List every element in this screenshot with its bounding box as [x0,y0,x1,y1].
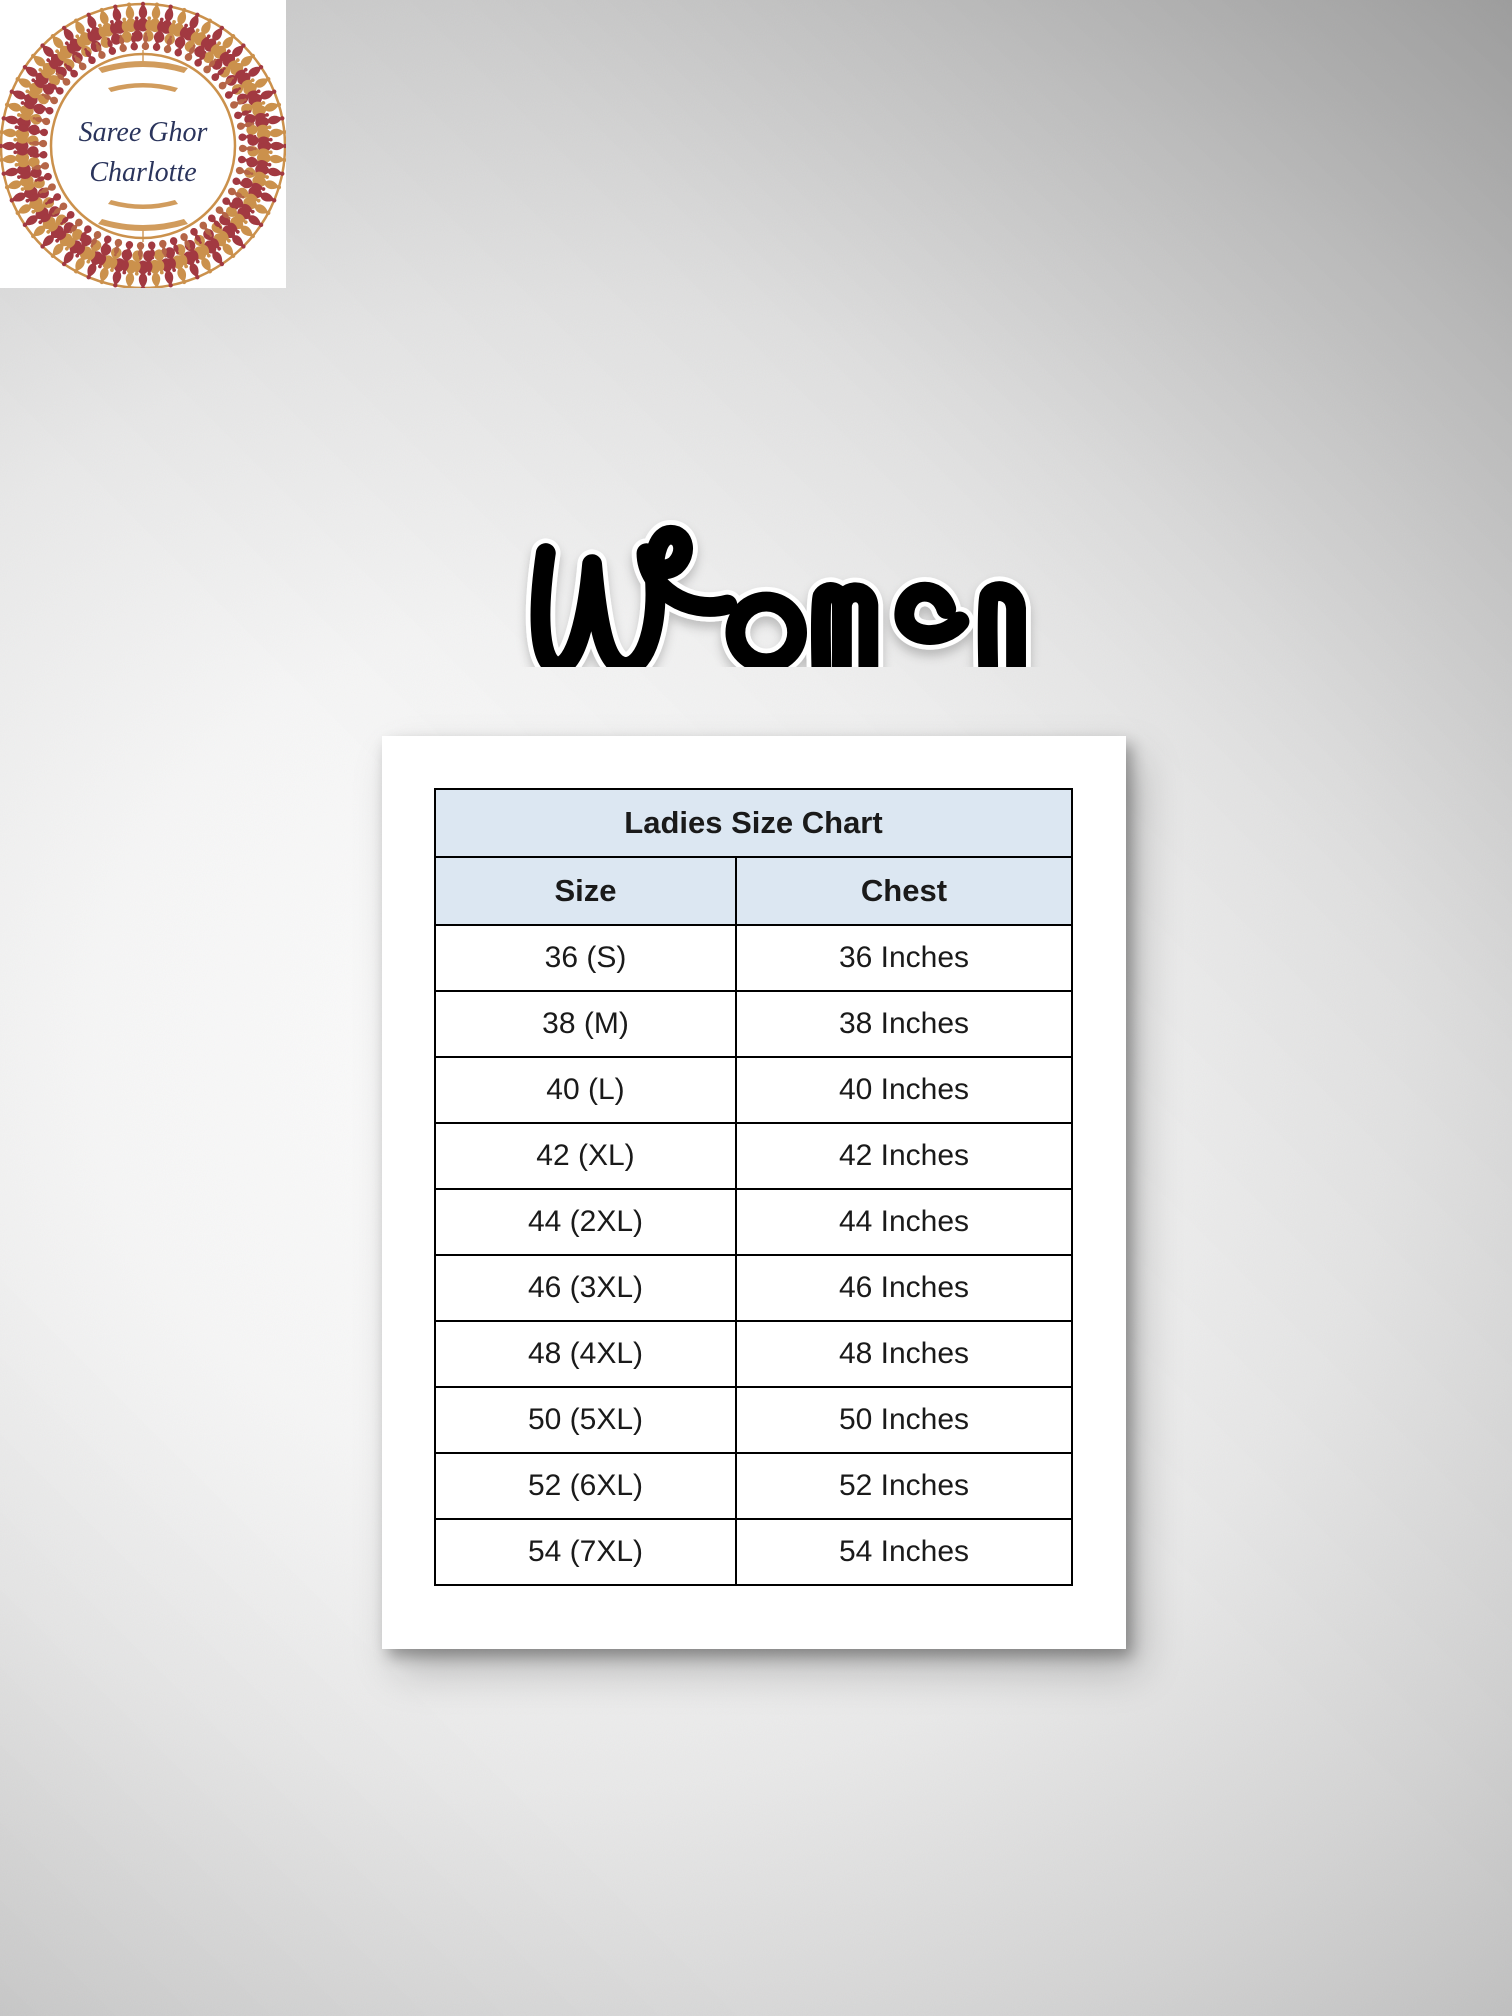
svg-text:Saree Ghor: Saree Ghor [79,117,208,148]
svg-text:Charlotte: Charlotte [89,157,196,188]
